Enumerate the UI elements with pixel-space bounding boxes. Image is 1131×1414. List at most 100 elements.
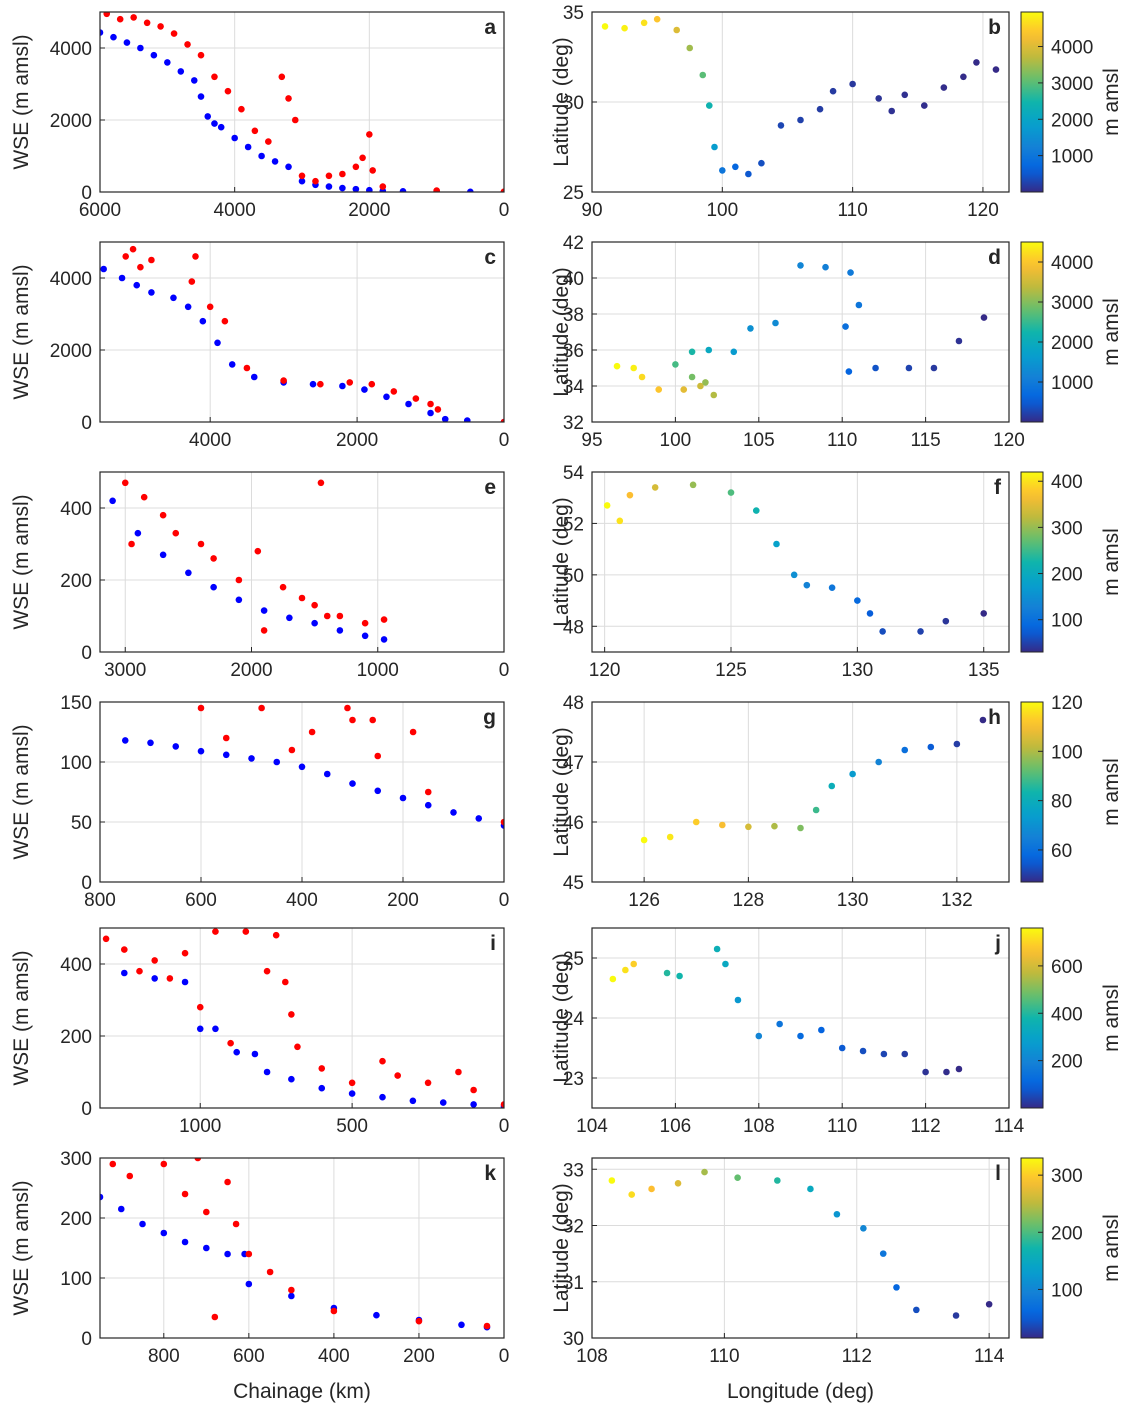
altimetry-point-blue xyxy=(339,382,346,390)
altimetry-point-red xyxy=(455,1068,462,1076)
altimetry-point-red xyxy=(379,1057,386,1065)
y-tick-label: 2000 xyxy=(50,341,92,362)
altimetry-point-blue xyxy=(373,1311,380,1319)
panel-k: 800 600 400 200 0 0 100 200 300 k WSE (m amsl) Chai… xyxy=(10,1149,509,1403)
x-tick-label: 105 xyxy=(743,430,775,451)
panel-g: 800 600 400 200 0 0 50 100 150 g WSE (m amsl) xyxy=(10,693,509,911)
altimetry-point-blue xyxy=(286,614,293,622)
river-point xyxy=(842,323,849,330)
river-point xyxy=(648,1185,655,1193)
x-tick-label: 120 xyxy=(967,200,999,221)
river-point xyxy=(855,301,863,309)
river-point xyxy=(888,107,896,115)
y-axis-label: WSE (m amsl) xyxy=(10,724,33,859)
river-point xyxy=(818,1026,825,1034)
altimetry-point-red xyxy=(188,278,196,285)
panel-b: 90 100 110 120 25 30 35 b Latitude (deg) 1000 2000… xyxy=(550,3,1123,221)
y-axis-label: Latitude (deg) xyxy=(550,497,573,627)
river-point xyxy=(673,26,681,34)
altimetry-point-blue xyxy=(349,780,356,787)
altimetry-point-blue xyxy=(439,1099,447,1106)
river-point xyxy=(917,628,924,635)
altimetry-point-red xyxy=(352,163,360,171)
plot-area xyxy=(100,12,504,192)
altimetry-point-blue xyxy=(147,739,154,747)
altimetry-point-red xyxy=(298,172,306,180)
y-tick-label: 36 xyxy=(563,341,584,362)
altimetry-point-blue xyxy=(203,1244,210,1252)
y-tick-label: 23 xyxy=(563,1069,584,1090)
altimetry-point-blue xyxy=(100,1193,104,1201)
y-tick-label: 0 xyxy=(81,643,92,664)
colorbar-tick-label: 100 xyxy=(1051,611,1083,632)
x-tick-label: 800 xyxy=(84,890,116,911)
river-point xyxy=(628,1191,636,1198)
y-axis-label: Latitude (deg) xyxy=(550,37,573,167)
altimetry-point-red xyxy=(291,116,299,124)
axes-frame xyxy=(591,241,1010,423)
river-point xyxy=(773,540,780,548)
altimetry-point-blue xyxy=(380,636,388,643)
altimetry-point-blue xyxy=(288,1292,295,1300)
altimetry-point-red xyxy=(379,183,387,190)
y-tick-label: 0 xyxy=(81,873,92,894)
y-axis-label: WSE (m amsl) xyxy=(10,1180,33,1315)
altimetry-point-red xyxy=(232,1220,240,1228)
river-point xyxy=(713,945,721,953)
river-point xyxy=(651,484,659,491)
colorbar-tick-label: 400 xyxy=(1051,472,1083,493)
y-tick-label: 0 xyxy=(81,413,92,434)
altimetry-point-red xyxy=(109,1160,117,1168)
altimetry-point-red xyxy=(197,51,205,59)
panel-i: 1000 500 0 0 200 400 i WSE (m amsl) xyxy=(10,927,509,1137)
altimetry-point-red xyxy=(192,253,199,260)
river-point xyxy=(833,1210,841,1218)
data-points xyxy=(608,1168,993,1319)
altimetry-point-blue xyxy=(190,77,198,84)
altimetry-point-blue xyxy=(475,815,483,822)
altimetry-point-red xyxy=(311,601,318,609)
river-point xyxy=(640,19,648,27)
altimetry-point-red xyxy=(210,555,217,562)
colorbar-tick-label: 300 xyxy=(1051,1166,1083,1187)
river-point xyxy=(803,581,811,589)
colorbar-tick-label: 400 xyxy=(1051,1004,1083,1025)
data-points xyxy=(613,262,988,399)
x-tick-label: 110 xyxy=(827,1116,857,1137)
altimetry-point-red xyxy=(288,1286,295,1294)
y-tick-label: 0 xyxy=(81,1329,92,1350)
colorbar-label: m amsl xyxy=(1100,984,1123,1052)
altimetry-point-blue xyxy=(137,44,144,52)
x-tick-label: 114 xyxy=(974,1346,1005,1367)
altimetry-point-red xyxy=(224,87,232,95)
altimetry-point-blue xyxy=(172,743,180,750)
colorbar-tick-label: 2000 xyxy=(1051,333,1093,354)
altimetry-point-blue xyxy=(379,1093,386,1101)
axes-frame xyxy=(99,471,505,653)
altimetry-point-blue xyxy=(121,969,128,977)
altimetry-point-red xyxy=(227,1039,234,1047)
y-tick-label: 34 xyxy=(563,377,585,398)
colorbar-label: m amsl xyxy=(1100,1214,1123,1282)
x-tick-label: 110 xyxy=(827,430,857,451)
altimetry-point-red xyxy=(348,1079,356,1087)
river-point xyxy=(901,746,909,754)
river-point xyxy=(807,1185,814,1193)
altimetry-point-red xyxy=(197,704,205,712)
altimetry-point-blue xyxy=(228,361,236,368)
y-tick-label: 47 xyxy=(563,753,584,774)
altimetry-point-blue xyxy=(348,1090,356,1097)
altimetry-point-blue xyxy=(224,1250,231,1258)
colorbar-label: m amsl xyxy=(1100,68,1123,136)
altimetry-point-blue xyxy=(164,59,171,66)
altimetry-point-blue xyxy=(184,303,192,311)
river-point xyxy=(608,1177,616,1184)
altimetry-point-blue xyxy=(361,386,368,393)
river-point xyxy=(621,24,628,32)
panel-l: 108 110 112 114 30 31 32 33 l Latitude (deg) Longi… xyxy=(550,1157,1123,1403)
y-tick-label: 24 xyxy=(563,1009,585,1030)
river-point xyxy=(942,617,950,625)
y-tick-label: 30 xyxy=(563,93,584,114)
altimetry-point-red xyxy=(424,788,432,796)
altimetry-point-red xyxy=(224,1178,231,1186)
